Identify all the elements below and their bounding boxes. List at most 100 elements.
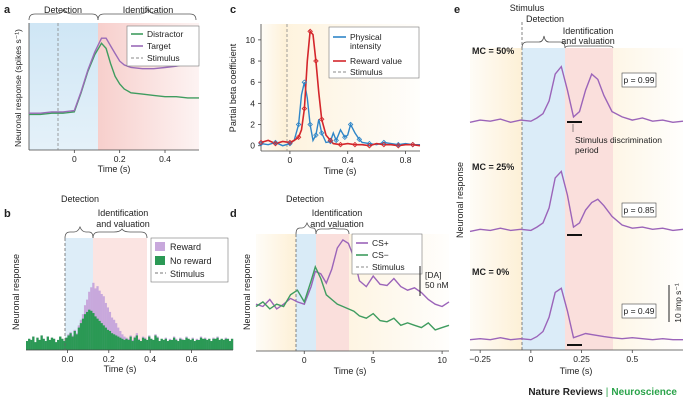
no-reward-bar	[175, 339, 178, 350]
no-reward-bar	[69, 333, 72, 350]
no-reward-bar	[125, 338, 128, 350]
epoch-bracket-identification	[564, 45, 614, 49]
reward-value-point	[313, 58, 319, 64]
x-tick-label: 0.0	[61, 354, 73, 364]
physical-intensity-point	[395, 141, 402, 148]
no-reward-bar	[46, 336, 49, 350]
y-axis-label: Neuronal response	[242, 254, 252, 330]
no-reward-bar	[214, 338, 217, 350]
p-value-box	[621, 303, 657, 319]
no-reward-bar	[164, 338, 167, 350]
no-reward-bar	[197, 339, 201, 350]
no-reward-bar	[152, 339, 155, 350]
prestim-band	[470, 48, 522, 350]
no-reward-bar	[83, 314, 87, 350]
epoch-label-detection: Detection	[286, 194, 324, 204]
epoch-label-valuation: and valuation	[561, 36, 615, 46]
identification-epoch-band	[316, 234, 349, 351]
reward-value-point	[381, 141, 387, 148]
panel-label: b	[4, 208, 11, 220]
y-tick-label: 10	[246, 35, 256, 45]
epoch-bracket-identification	[315, 227, 350, 235]
no-reward-bar	[199, 337, 203, 350]
reward-value-point	[295, 134, 302, 141]
legend-no-reward: No reward	[170, 256, 212, 266]
no-reward-bar	[63, 341, 66, 350]
mc50-response-line	[469, 65, 684, 124]
no-reward-bar	[123, 339, 126, 350]
x-tick-label: 0.4	[342, 155, 354, 165]
x-axis-label: Time (s)	[560, 366, 593, 376]
scale-bar: 10 imp s⁻¹	[668, 283, 683, 323]
no-reward-bar	[172, 337, 176, 350]
subplot-label-mc0: MC = 0%	[472, 267, 509, 277]
no-reward-bar	[170, 339, 174, 350]
cs-plus-line	[255, 238, 450, 310]
no-reward-bar	[181, 339, 184, 350]
x-axis-label: Time (s)	[324, 166, 357, 176]
no-reward-bar	[117, 336, 120, 350]
no-reward-bar	[38, 339, 41, 350]
subplot-label-mc25: MC = 25%	[472, 162, 514, 172]
tick-group: 0 0.4 0.8 0 2 4 6 8 10	[246, 35, 412, 165]
epoch-bracket-identification	[92, 228, 148, 239]
no-reward-bar	[88, 309, 91, 350]
no-reward-bar	[228, 341, 232, 350]
physical-intensity-point	[356, 136, 363, 143]
no-reward-bar	[148, 336, 151, 350]
p-value-box	[621, 72, 657, 88]
no-reward-bar	[119, 337, 122, 350]
scale-bar-label-line1: [DA]	[425, 270, 442, 280]
panel-label: e	[454, 4, 460, 16]
no-reward-bar	[210, 341, 213, 350]
y-axis-label: Partial beta coefficient	[228, 43, 238, 132]
distractor-series-line	[29, 42, 199, 116]
panel-d: d Detection Identification and valuation…	[230, 194, 450, 376]
reward-bar	[100, 294, 103, 350]
no-reward-bar	[204, 338, 207, 350]
legend-stimulus: Stimulus	[350, 67, 383, 77]
x-tick-group: 0.0 0.2 0.4 0.6	[61, 350, 198, 364]
y-tick-label: 6	[250, 77, 255, 87]
legend-stimulus: Stimulus	[372, 262, 405, 272]
target-series-line	[29, 37, 200, 114]
epoch-bracket-detection	[295, 221, 317, 235]
identification-epoch-band	[565, 48, 613, 350]
legend-physical-intensity: Physical intensity	[350, 32, 382, 51]
legend-cs-plus: CS+	[372, 238, 389, 248]
epoch-label-stimulus: Stimulus	[510, 3, 545, 13]
no-reward-bar	[212, 338, 215, 350]
no-reward-bar	[226, 338, 230, 350]
prestim-band	[261, 24, 287, 151]
no-reward-bar	[158, 341, 161, 350]
y-axis-label: Neuronal response	[11, 254, 21, 330]
epoch-bracket-detection	[28, 7, 99, 21]
epoch-label-identification: Identification	[312, 208, 363, 218]
x-tick-label: 10	[437, 355, 447, 365]
annotation-discrimination: Stimulus discrimination period	[575, 135, 662, 155]
journal-name: Neuroscience	[611, 387, 677, 398]
panel-b: b Detection Identification and valuation…	[4, 194, 234, 374]
x-tick-label: 0	[288, 155, 293, 165]
panel-label: d	[230, 208, 237, 220]
no-reward-bar	[81, 318, 85, 350]
no-reward-bar	[36, 337, 39, 350]
no-reward-bar	[121, 338, 124, 350]
x-tick-group: −0.25 0 0.25 0.5	[469, 350, 638, 364]
no-reward-bar	[112, 334, 116, 350]
p-value-mc50: p = 0.99	[624, 75, 655, 85]
no-reward-bar	[30, 339, 33, 350]
no-reward-bar	[218, 339, 221, 350]
no-reward-bar	[48, 339, 52, 350]
reward-value-line	[260, 29, 421, 147]
epoch-label-valuation: and valuation	[96, 219, 150, 229]
no-reward-bar	[44, 341, 47, 350]
x-tick-label: 0	[72, 154, 77, 164]
reward-value-point	[287, 139, 293, 146]
legend-reward-value: Reward value	[350, 56, 402, 66]
no-reward-bar	[92, 313, 95, 350]
no-reward-bar	[143, 338, 147, 350]
physical-intensity-point	[366, 140, 373, 147]
reward-value-point	[301, 105, 308, 112]
scale-bar-label: 10 imp s⁻¹	[673, 283, 683, 323]
